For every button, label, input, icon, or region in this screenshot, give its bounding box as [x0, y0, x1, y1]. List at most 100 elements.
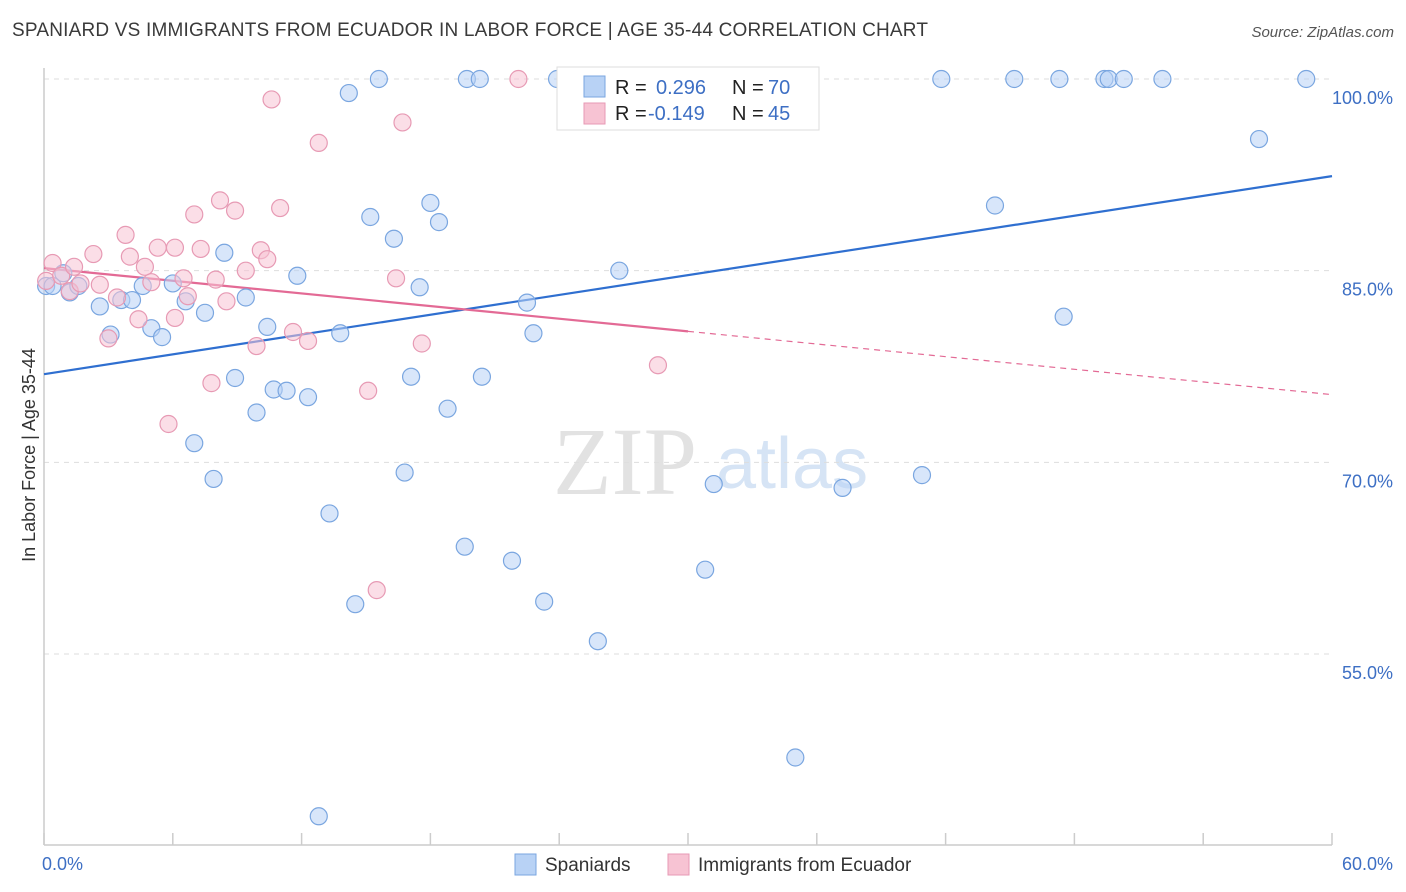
spaniards-point	[298, 388, 318, 407]
spaniards-point	[195, 303, 215, 322]
spaniards-point	[421, 193, 440, 213]
ecuador-point	[262, 90, 281, 109]
spaniards-point	[610, 261, 629, 280]
spaniards-point	[455, 537, 474, 556]
ecuador-point	[90, 275, 109, 294]
spaniards-point	[339, 83, 358, 103]
stats-n-value-2: 45	[768, 103, 790, 125]
ecuador-point	[509, 69, 528, 89]
ecuador-point	[174, 269, 193, 288]
gridlines	[44, 78, 1332, 655]
ecuador-point	[142, 273, 161, 292]
spaniards-point	[122, 290, 142, 310]
spaniards-point	[786, 748, 805, 767]
legend-swatch-spaniards	[514, 853, 537, 876]
spaniards-point	[985, 196, 1005, 215]
ecuador-point	[148, 238, 167, 257]
ecuador-point	[258, 250, 277, 269]
spaniards-point	[320, 504, 339, 523]
spaniards-point	[912, 466, 932, 485]
ecuador-point	[43, 253, 62, 273]
ecuador-point	[129, 310, 148, 329]
ecuador-point	[37, 271, 56, 290]
spaniards-point	[225, 368, 245, 388]
spaniards-point	[535, 592, 554, 611]
spaniards-point	[346, 595, 365, 614]
spaniards-point	[90, 297, 109, 316]
ecuador-point	[309, 133, 328, 152]
ecuador-point	[386, 269, 406, 288]
spaniards-point	[309, 807, 328, 826]
ecuador-point	[225, 201, 245, 220]
ecuador-point	[116, 225, 135, 244]
spaniards-point	[204, 469, 223, 489]
ecuador-point	[236, 261, 255, 280]
ecuador-point	[206, 270, 225, 289]
spaniards-point	[1153, 69, 1172, 89]
ecuador-point	[52, 266, 71, 285]
y-tick-label: 100.0%	[1332, 88, 1393, 108]
ecuador-point	[178, 287, 197, 306]
spaniards-point	[696, 560, 715, 579]
spaniards-point	[470, 69, 489, 89]
ecuador-point	[84, 244, 103, 264]
spaniards-point	[384, 229, 404, 248]
spaniards-point	[1005, 69, 1024, 89]
ecuador-point	[159, 414, 178, 434]
ecuador-point	[412, 334, 431, 353]
y-tick-label: 55.0%	[1342, 663, 1393, 683]
ecuador-point	[217, 292, 236, 311]
spaniards-point	[517, 293, 537, 312]
ecuador-point	[202, 374, 221, 393]
ecuador-point	[185, 205, 204, 224]
spaniards-point	[524, 324, 543, 343]
ecuador-point	[165, 238, 185, 257]
stats-r-value-1: 0.296	[656, 77, 706, 99]
ecuador-point	[393, 113, 412, 132]
ecuador-point	[99, 329, 118, 348]
y-tick-label: 70.0%	[1342, 471, 1393, 491]
stats-n-value-1: 70	[768, 77, 790, 99]
ecuador-point	[247, 336, 266, 356]
ecuador-point	[210, 191, 230, 210]
y-tick-label: 85.0%	[1342, 280, 1393, 300]
ecuador-point	[120, 247, 139, 266]
spaniards-point	[369, 69, 388, 89]
ecuador-point	[64, 257, 84, 276]
spaniards-point	[932, 69, 951, 89]
spaniards-point	[704, 474, 723, 494]
spaniards-point	[395, 463, 414, 482]
source-credit: Source: ZipAtlas.com	[1251, 24, 1394, 41]
stats-r-label-2: R =	[615, 103, 647, 125]
ecuador-point	[283, 322, 303, 342]
ecuador-point	[165, 308, 185, 328]
ecuador-point	[71, 274, 90, 293]
spaniards-point	[429, 213, 449, 232]
spaniards-point	[152, 328, 172, 347]
ecuador-point	[135, 257, 154, 276]
spaniards-point	[410, 278, 429, 297]
stats-n-label-1: N =	[732, 77, 764, 99]
ecuador-point	[648, 356, 668, 375]
ecuador-points	[37, 69, 668, 600]
spaniards-point	[833, 478, 852, 497]
stats-r-label-1: R =	[615, 77, 647, 99]
spaniards-point	[185, 434, 204, 453]
legend-label-ecuador: Immigrants from Ecuador	[698, 855, 912, 876]
y-axis-title: In Labor Force | Age 35-44	[19, 348, 39, 562]
spaniards-point	[1050, 69, 1069, 89]
x-tick-label-right: 60.0%	[1342, 854, 1393, 874]
ecuador-point	[359, 381, 378, 400]
x-tick-label-left: 0.0%	[42, 854, 83, 874]
stats-r-value-2: -0.149	[648, 103, 705, 125]
ecuador-point	[107, 288, 127, 307]
legend-label-spaniards: Spaniards	[545, 855, 631, 876]
spaniards-point	[236, 288, 255, 307]
watermark-zip: ZIP	[553, 408, 697, 515]
y-tick-labels: 55.0% 70.0% 85.0% 100.0%	[1332, 88, 1393, 683]
spaniards-point	[1054, 307, 1073, 326]
spaniards-point	[502, 551, 522, 570]
spaniards-point	[1114, 69, 1133, 89]
stats-legend: R = 0.296 N = 70 R = -0.149 N = 45	[556, 66, 820, 131]
